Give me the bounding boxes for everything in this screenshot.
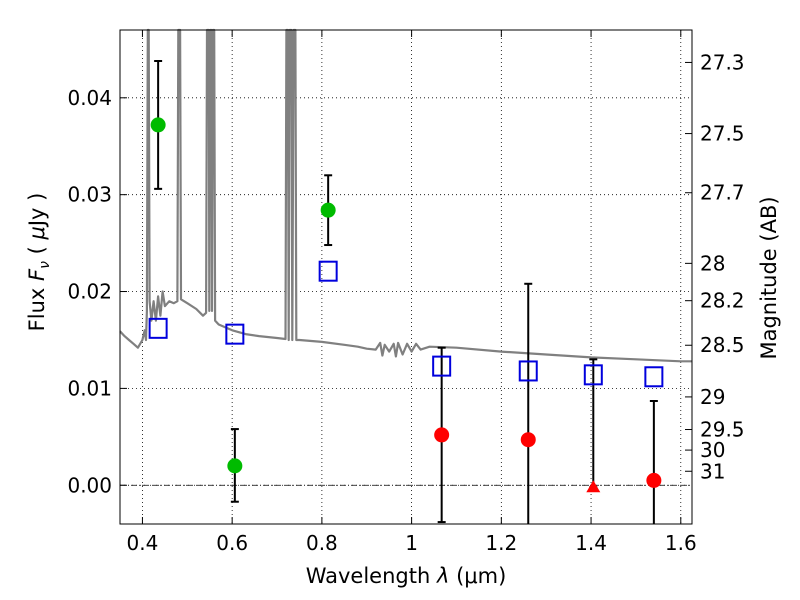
y-tick-label: 0.02 bbox=[67, 280, 112, 304]
model-flux-square bbox=[583, 364, 603, 386]
x-tick-label: 1.4 bbox=[575, 531, 607, 555]
magnitude-tick-label: 27.7 bbox=[700, 181, 745, 205]
model-flux-square bbox=[148, 317, 168, 339]
x-axis: 0.4 0.6 0.8 1 1.2 1.4 1.6 bbox=[127, 30, 697, 555]
model-flux-square bbox=[432, 355, 452, 377]
data-point bbox=[520, 432, 536, 448]
data-point bbox=[646, 472, 662, 488]
magnitude-tick-label: 27.3 bbox=[700, 50, 745, 74]
magnitude-tick-label: 28.2 bbox=[700, 289, 745, 313]
x-tick-label: 0.4 bbox=[127, 531, 159, 555]
y-axis-label: Flux Fν ( μJy ) bbox=[25, 193, 53, 332]
data-point bbox=[320, 202, 336, 218]
magnitude-tick-label: 27.5 bbox=[700, 122, 745, 146]
x-tick-label: 1.2 bbox=[485, 531, 517, 555]
model-flux-square bbox=[225, 323, 245, 345]
model-flux-square bbox=[318, 260, 338, 282]
spectrum-line bbox=[119, 28, 692, 363]
y-tick-label: 0.01 bbox=[67, 376, 112, 400]
magnitude-tick-label: 28 bbox=[700, 251, 725, 275]
magnitude-tick-label: 30 bbox=[700, 438, 725, 462]
y-axis: 0.00 0.01 0.02 0.03 0.04 bbox=[67, 86, 127, 497]
magnitude-tick-label: 29.5 bbox=[700, 418, 745, 442]
y-tick-label: 0.00 bbox=[67, 473, 112, 497]
x-tick-label: 0.6 bbox=[216, 531, 248, 555]
data-point bbox=[227, 458, 243, 474]
x-tick-label: 1 bbox=[405, 531, 418, 555]
x-tick-label: 1.6 bbox=[665, 531, 697, 555]
x-axis-label: Wavelength λ (μm) bbox=[306, 564, 507, 588]
x-tick-label: 0.8 bbox=[306, 531, 338, 555]
data-markers bbox=[148, 117, 664, 493]
data-point-triangle bbox=[586, 480, 601, 493]
magnitude-tick-label: 31 bbox=[700, 459, 725, 483]
magnitude-tick-label: 29 bbox=[700, 385, 725, 409]
y-tick-label: 0.03 bbox=[67, 183, 112, 207]
magnitude-tick-label: 28.5 bbox=[700, 333, 745, 357]
error-bars bbox=[154, 59, 658, 524]
y-tick-label: 0.04 bbox=[67, 86, 112, 110]
data-point bbox=[434, 427, 450, 443]
plot-frame bbox=[119, 29, 693, 525]
data-point bbox=[150, 117, 166, 133]
model-flux-square bbox=[644, 366, 664, 388]
magnitude-axis-label: Magnitude (AB) bbox=[757, 196, 781, 359]
model-flux-square bbox=[518, 360, 538, 382]
model-spectrum bbox=[119, 28, 692, 363]
